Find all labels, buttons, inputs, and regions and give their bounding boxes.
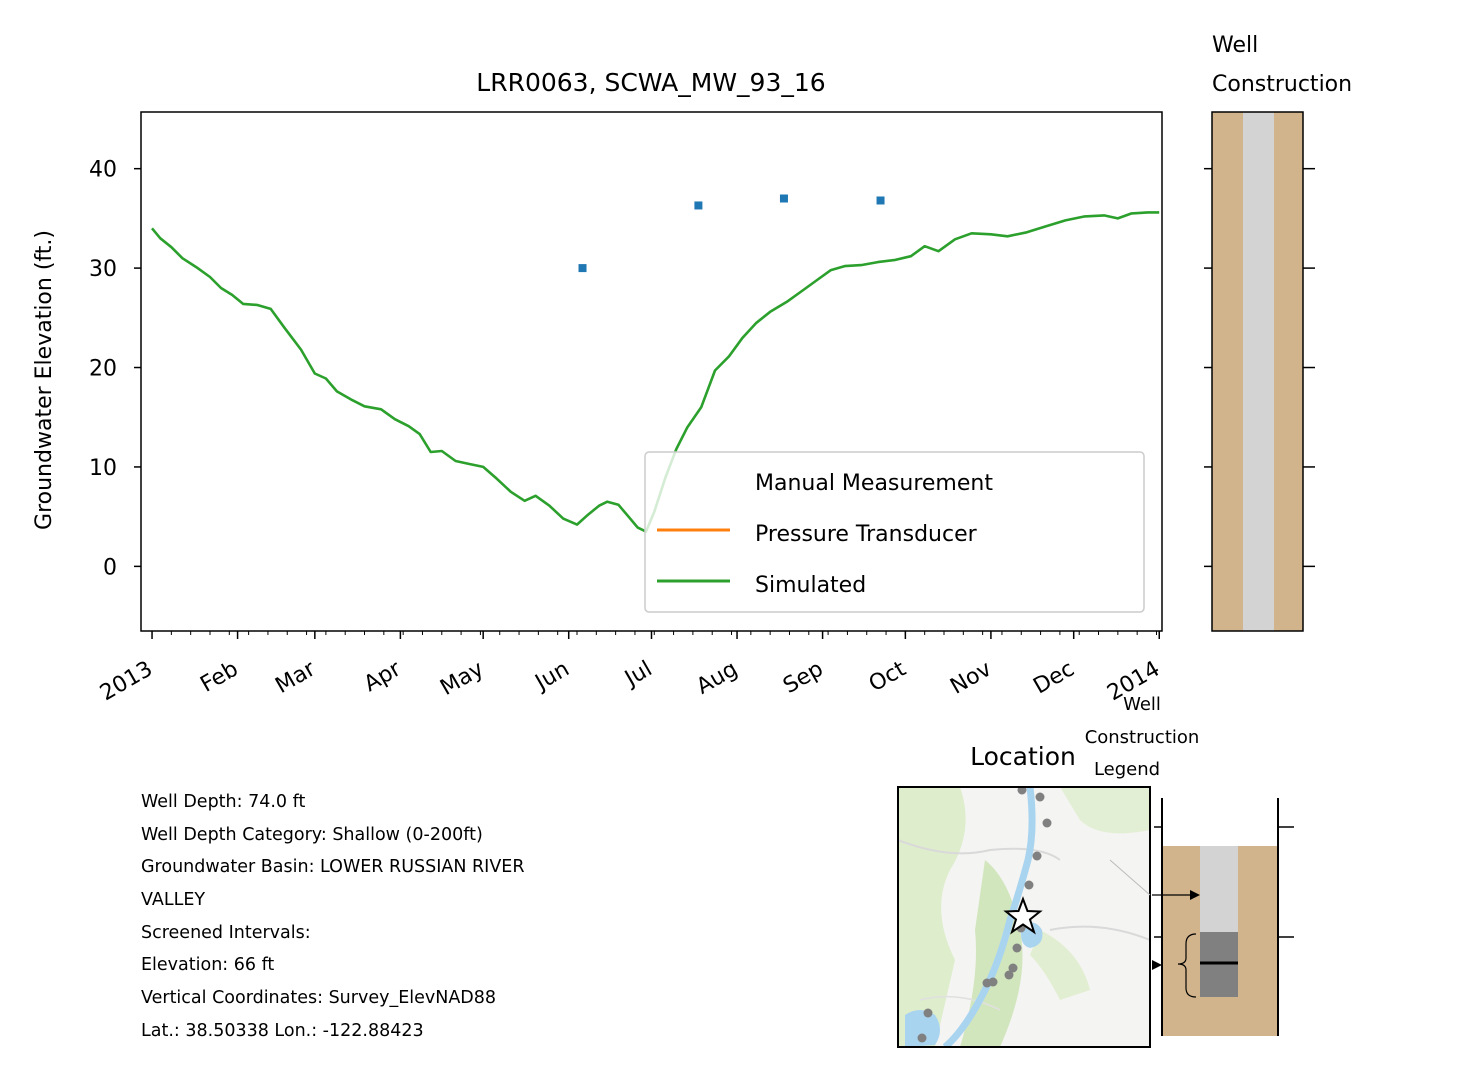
screen-bracket bbox=[1177, 933, 1197, 998]
x-tick-label: Feb bbox=[196, 657, 242, 698]
legend-leader bbox=[1109, 859, 1151, 896]
legend-label-simulated: Simulated bbox=[755, 573, 866, 598]
arrow-right-icon bbox=[1152, 960, 1162, 970]
location-map bbox=[898, 787, 1150, 1047]
y-tick-label: 10 bbox=[89, 456, 117, 481]
info-basin-cont: VALLEY bbox=[141, 890, 206, 911]
y-tick-label: 20 bbox=[89, 357, 117, 382]
map-well-dot bbox=[1012, 943, 1022, 953]
manual-measurement-point bbox=[876, 196, 885, 205]
map-well-dot bbox=[1035, 792, 1045, 802]
map-well-dot bbox=[1024, 880, 1034, 890]
y-ticks: 0 10 20 30 40 bbox=[89, 158, 141, 580]
well-construction-panel: Well Construction bbox=[1204, 33, 1352, 632]
well-construction-legend-panel: Well Construction Legend bbox=[1085, 694, 1294, 1036]
location-panel: Location bbox=[897, 742, 1151, 1048]
arrow-right-icon bbox=[1190, 890, 1200, 900]
plot-layer bbox=[150, 194, 1160, 533]
map-well-dot bbox=[917, 1033, 927, 1043]
well-ticks bbox=[1204, 167, 1315, 568]
info-lat-lon: Lat.: 38.50338 Lon.: -122.88423 bbox=[141, 1020, 424, 1041]
map-well-dot bbox=[1008, 963, 1018, 973]
y-axis-label: Groundwater Elevation (ft.) bbox=[32, 230, 57, 530]
chart-title: LRR0063, SCWA_MW_93_16 bbox=[476, 68, 825, 97]
x-ticks: 2013 Feb Mar Apr May Jun Jul Aug Sep Oct Nov Dec 201… bbox=[96, 631, 1164, 706]
info-depth-category: Well Depth Category: Shallow (0-200ft) bbox=[141, 824, 483, 845]
well-construction-title-line2: Construction bbox=[1212, 72, 1352, 97]
info-well-depth: Well Depth: 74.0 ft bbox=[141, 792, 306, 812]
legend-box bbox=[644, 451, 1145, 613]
x-tick-label: May bbox=[436, 657, 488, 701]
y-tick-label: 40 bbox=[89, 158, 117, 183]
x-tick-label: Aug bbox=[692, 657, 742, 700]
map-well-dot bbox=[982, 978, 992, 988]
main-chart: LRR0063, SCWA_MW_93_16 Groundwater Eleva… bbox=[32, 68, 1164, 706]
x-tick-label: 2013 bbox=[96, 657, 157, 707]
x-tick-label: Apr bbox=[360, 656, 406, 697]
legend-panel-title-line2: Construction bbox=[1085, 727, 1200, 748]
map-well-dot bbox=[1032, 851, 1042, 861]
star-marker-icon bbox=[1003, 896, 1043, 935]
well-info: Well Depth: 74.0 ft Well Depth Category:… bbox=[141, 786, 525, 1048]
manual-measurement-point bbox=[694, 201, 703, 210]
legend-label-pressure: Pressure Transducer bbox=[755, 522, 978, 547]
x-tick-label: Dec bbox=[1029, 657, 1078, 700]
map-well-dot bbox=[1042, 818, 1052, 828]
x-tick-label: Jul bbox=[619, 657, 656, 693]
simulated-line bbox=[150, 211, 1160, 533]
map-river bbox=[942, 787, 1036, 1047]
location-title: Location bbox=[970, 742, 1076, 771]
map-well-dot bbox=[923, 1008, 933, 1018]
map-well-dot bbox=[1004, 970, 1014, 980]
info-screened-intervals: Screened Intervals: bbox=[141, 922, 311, 943]
y-tick-label: 0 bbox=[103, 555, 117, 580]
map-road bbox=[1049, 925, 1150, 941]
info-vertical-coords: Vertical Coordinates: Survey_ElevNAD88 bbox=[141, 988, 497, 1009]
info-basin: Groundwater Basin: LOWER RUSSIAN RIVER bbox=[141, 857, 525, 878]
info-elevation: Elevation: 66 ft bbox=[141, 955, 275, 976]
manual-measurement-point bbox=[779, 194, 788, 203]
map-lake bbox=[1021, 922, 1043, 948]
x-tick-label: Nov bbox=[946, 657, 996, 700]
map-road bbox=[898, 839, 1061, 861]
well-bore bbox=[1243, 112, 1274, 631]
x-tick-label: Oct bbox=[865, 656, 911, 697]
well-frame bbox=[1211, 111, 1304, 632]
x-tick-label: Sep bbox=[779, 657, 827, 699]
well-construction-title-line1: Well bbox=[1212, 33, 1258, 58]
legend-panel-title-line3: Legend bbox=[1094, 759, 1160, 780]
manual-measurement-point bbox=[578, 264, 587, 273]
legend: Manual Measurement Pressure Transducer S… bbox=[644, 451, 1145, 613]
x-tick-label: Jun bbox=[530, 657, 574, 697]
map-lake bbox=[905, 1010, 940, 1047]
x-tick-label: Mar bbox=[271, 656, 320, 699]
map-well-dot bbox=[1017, 787, 1027, 795]
legend-label-manual: Manual Measurement bbox=[755, 471, 993, 496]
map-terrain bbox=[1060, 787, 1150, 834]
map-road bbox=[919, 995, 1001, 1011]
legend-panel-title-line1: Well bbox=[1123, 694, 1161, 715]
y-tick-label: 30 bbox=[89, 257, 117, 282]
location-map-frame bbox=[897, 786, 1151, 1048]
map-terrain bbox=[1030, 930, 1090, 1000]
